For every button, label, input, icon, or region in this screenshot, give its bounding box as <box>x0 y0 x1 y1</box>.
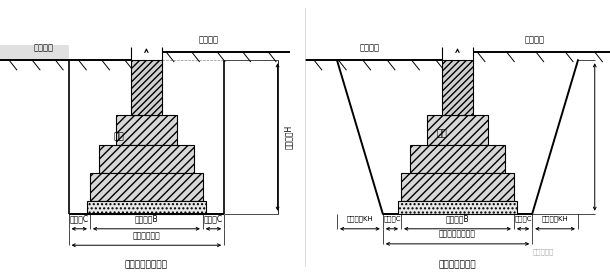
Text: 放坡宽度KH: 放坡宽度KH <box>542 215 569 222</box>
Text: 放坡宽度KH: 放坡宽度KH <box>346 215 373 222</box>
Bar <box>87 201 206 214</box>
Text: 基础宽度B: 基础宽度B <box>135 215 158 224</box>
Text: 屎外地坪: 屎外地坪 <box>360 44 380 52</box>
Text: 开挖深度H: 开挖深度H <box>284 125 293 149</box>
Bar <box>116 115 177 145</box>
Bar <box>99 145 193 173</box>
Text: 基槽基底开挚宽度: 基槽基底开挚宽度 <box>439 230 476 239</box>
Text: 不放坡的基槽断面: 不放坡的基槽断面 <box>125 260 168 269</box>
Text: 工作面C: 工作面C <box>204 215 223 224</box>
Bar <box>131 60 162 115</box>
Bar <box>398 201 517 214</box>
Bar <box>90 173 203 201</box>
Text: 屎外地坪: 屎外地坪 <box>34 44 54 52</box>
Text: 基础宽度B: 基础宽度B <box>446 214 469 223</box>
Text: 工作面C: 工作面C <box>383 215 401 222</box>
Text: 基槽开挚宽度: 基槽开挚宽度 <box>132 231 160 240</box>
Bar <box>442 60 473 115</box>
Text: 屎内地坪: 屎内地坪 <box>525 35 545 44</box>
Bar <box>401 173 514 201</box>
Text: 工作面C: 工作面C <box>70 215 89 224</box>
Bar <box>410 145 505 173</box>
Text: 屎内地坪: 屎内地坪 <box>198 35 218 44</box>
Text: 基础: 基础 <box>437 130 448 139</box>
Bar <box>0 45 68 60</box>
Text: 工作面C: 工作面C <box>514 215 532 222</box>
Bar <box>427 115 488 145</box>
Text: 建筑大家园: 建筑大家园 <box>533 249 553 255</box>
Text: 放坡的基槽断面: 放坡的基槽断面 <box>439 260 476 269</box>
Text: 基础: 基础 <box>113 133 124 141</box>
